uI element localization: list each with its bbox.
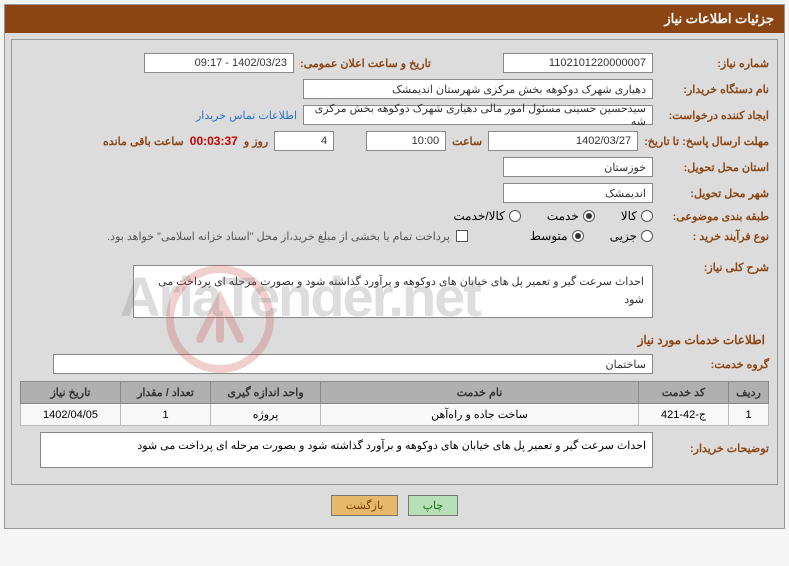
city-label: شهر محل تحویل: — [659, 187, 769, 200]
contact-link[interactable]: اطلاعات تماس خریدار — [196, 109, 297, 122]
need-number-label: شماره نیاز: — [659, 57, 769, 70]
cell-code: ج-42-421 — [639, 404, 729, 426]
requester-value: سیدحسین حسینی مسئول امور مالی دهیاری شهر… — [303, 105, 653, 125]
panel-title: جزئیات اطلاعات نیاز — [5, 5, 784, 33]
radio-icon — [572, 230, 584, 242]
form-box: شماره نیاز: 1102101220000007 تاریخ و ساع… — [11, 39, 778, 485]
radio-service[interactable]: خدمت — [547, 209, 595, 223]
row-subject-class: طبقه بندی موضوعی: کالا خدمت کالا/خدمت — [20, 206, 769, 226]
general-desc-label: شرح کلی نیاز: — [659, 261, 769, 274]
cell-unit: پروژه — [211, 404, 321, 426]
subject-class-label: طبقه بندی موضوعی: — [659, 210, 769, 223]
panel-body: شماره نیاز: 1102101220000007 تاریخ و ساع… — [5, 33, 784, 528]
announce-label: تاریخ و ساعت اعلان عمومی: — [300, 57, 431, 70]
announce-value: 1402/03/23 - 09:17 — [144, 53, 294, 73]
radio-icon — [583, 210, 595, 222]
buyer-notes-value: احداث سرعت گیر و تعمیر پل های خیابان های… — [40, 432, 653, 468]
cell-qty: 1 — [121, 404, 211, 426]
radio-icon — [641, 230, 653, 242]
radio-icon — [641, 210, 653, 222]
days-remaining: 4 — [274, 131, 334, 151]
th-unit: واحد اندازه گیری — [211, 382, 321, 404]
requester-label: ایجاد کننده درخواست: — [659, 109, 769, 122]
row-purchase-type: نوع فرآیند خرید : جزیی متوسط پرداخت تمام… — [20, 226, 769, 246]
main-panel: جزئیات اطلاعات نیاز شماره نیاز: 11021012… — [4, 4, 785, 529]
row-service-group: گروه خدمت: ساختمان — [20, 351, 769, 377]
row-deadline: مهلت ارسال پاسخ: تا تاریخ: 1402/03/27 سا… — [20, 128, 769, 154]
th-row: ردیف — [729, 382, 769, 404]
print-button[interactable]: چاپ — [408, 495, 459, 516]
city-value: اندیمشک — [503, 183, 653, 203]
buyer-notes-label: توضیحات خریدار: — [659, 432, 769, 455]
general-desc-value: احداث سرعت گیر و تعمیر پل های خیابان های… — [133, 265, 653, 318]
th-date: تاریخ نیاز — [21, 382, 121, 404]
th-name: نام خدمت — [321, 382, 639, 404]
service-group-value: ساختمان — [53, 354, 653, 374]
deadline-label: مهلت ارسال پاسخ: تا تاریخ: — [644, 135, 769, 148]
province-label: استان محل تحویل: — [659, 161, 769, 174]
row-general-desc: شرح کلی نیاز: احداث سرعت گیر و تعمیر پل … — [20, 258, 769, 325]
radio-goods-label: کالا — [621, 209, 637, 223]
row-buyer-org: نام دستگاه خریدار: دهیاری شهرک دوکوهه بخ… — [20, 76, 769, 102]
radio-goods-service[interactable]: کالا/خدمت — [453, 209, 520, 223]
need-number-value: 1102101220000007 — [503, 53, 653, 73]
radio-minor-label: جزیی — [610, 229, 637, 243]
days-suffix: روز و — [244, 135, 268, 148]
th-qty: تعداد / مقدار — [121, 382, 211, 404]
treasury-note: پرداخت تمام یا بخشی از مبلغ خرید،از محل … — [107, 230, 450, 243]
deadline-time: 10:00 — [366, 131, 446, 151]
radio-goods-service-label: کالا/خدمت — [453, 209, 504, 223]
radio-medium[interactable]: متوسط — [530, 229, 584, 243]
th-code: کد خدمت — [639, 382, 729, 404]
purchase-type-label: نوع فرآیند خرید : — [659, 230, 769, 243]
footer-buttons: چاپ بازگشت — [11, 485, 778, 522]
cell-name: ساخت جاده و راه‌آهن — [321, 404, 639, 426]
radio-medium-label: متوسط — [530, 229, 568, 243]
time-label: ساعت — [452, 135, 482, 148]
province-value: خوزستان — [503, 157, 653, 177]
back-button[interactable]: بازگشت — [331, 495, 399, 516]
cell-date: 1402/04/05 — [21, 404, 121, 426]
radio-service-label: خدمت — [547, 209, 579, 223]
service-group-label: گروه خدمت: — [659, 358, 769, 371]
countdown-value: 00:03:37 — [190, 134, 238, 148]
buyer-org-label: نام دستگاه خریدار: — [659, 83, 769, 96]
countdown-suffix: ساعت باقی مانده — [103, 135, 184, 148]
services-info-title: اطلاعات خدمات مورد نیاز — [20, 325, 769, 351]
deadline-date: 1402/03/27 — [488, 131, 638, 151]
row-province: استان محل تحویل: خوزستان — [20, 154, 769, 180]
radio-minor[interactable]: جزیی — [610, 229, 653, 243]
radio-goods[interactable]: کالا — [621, 209, 653, 223]
table-header-row: ردیف کد خدمت نام خدمت واحد اندازه گیری ت… — [21, 382, 769, 404]
radio-icon — [509, 210, 521, 222]
table-row: 1 ج-42-421 ساخت جاده و راه‌آهن پروژه 1 1… — [21, 404, 769, 426]
row-buyer-notes: توضیحات خریدار: احداث سرعت گیر و تعمیر پ… — [20, 426, 769, 474]
cell-row: 1 — [729, 404, 769, 426]
row-need-number: شماره نیاز: 1102101220000007 تاریخ و ساع… — [20, 50, 769, 76]
buyer-org-value: دهیاری شهرک دوکوهه بخش مرکزی شهرستان اند… — [303, 79, 653, 99]
services-table: ردیف کد خدمت نام خدمت واحد اندازه گیری ت… — [20, 381, 769, 426]
treasury-checkbox[interactable] — [456, 230, 468, 242]
row-requester: ایجاد کننده درخواست: سیدحسین حسینی مسئول… — [20, 102, 769, 128]
row-city: شهر محل تحویل: اندیمشک — [20, 180, 769, 206]
